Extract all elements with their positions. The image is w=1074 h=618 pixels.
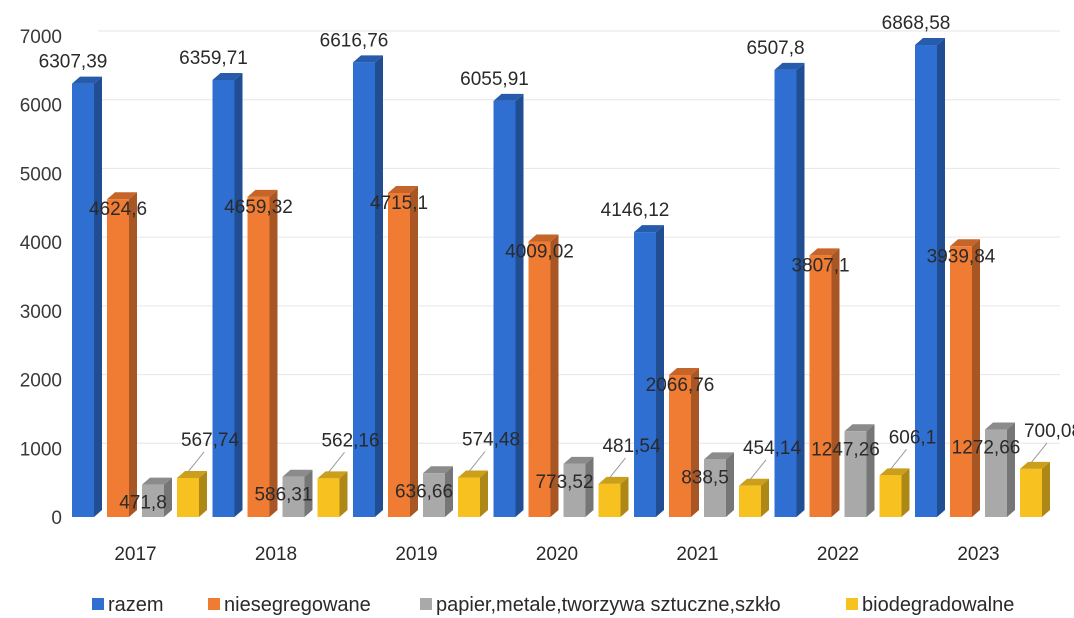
- legend-swatch: [92, 598, 104, 610]
- bar-niesegregowane-2018: [247, 189, 278, 518]
- x-tick-label: 2020: [536, 544, 578, 565]
- bar-biodegradowalne-2018: [317, 471, 348, 517]
- y-axis: 0 1000 2000 3000 4000 5000 6000 7000: [20, 27, 62, 529]
- data-label: 4624,6: [89, 199, 147, 220]
- data-label: 6307,39: [39, 52, 108, 73]
- bar-biodegradowalne-2020: [598, 476, 629, 517]
- label-leader-line: [749, 459, 767, 481]
- bar-niesegregowane-2021: [669, 367, 699, 517]
- bar-papier-2019: [423, 466, 453, 517]
- data-labels: 6307,39 4624,6 471,8 567,74 6359,71 4659,32 58…: [39, 13, 1074, 514]
- data-label: 606,1: [889, 427, 937, 448]
- bar-niesegregowane-2020: [528, 234, 559, 517]
- y-tick-label: 4000: [20, 233, 62, 254]
- x-tick-label: 2023: [957, 544, 999, 565]
- bar-razem-2020: [493, 93, 524, 517]
- data-label: 6359,71: [179, 48, 248, 69]
- data-label: 567,74: [181, 430, 240, 451]
- bar-razem-2019: [353, 55, 383, 517]
- data-label: 700,08: [1024, 421, 1074, 442]
- data-label: 586,31: [254, 485, 312, 506]
- bar-papier-2018: [282, 469, 313, 517]
- legend-label: razem: [108, 594, 164, 616]
- y-tick-label: 3000: [20, 302, 62, 323]
- data-label: 6616,76: [320, 30, 389, 51]
- y-tick-label: 7000: [20, 27, 62, 48]
- data-label: 2066,76: [646, 375, 715, 396]
- data-label: 3807,1: [791, 255, 849, 276]
- legend-label: biodegradowalne: [862, 594, 1014, 616]
- bar-razem-2018: [212, 72, 243, 517]
- label-leader-line: [468, 451, 486, 472]
- data-label: 838,5: [681, 467, 729, 488]
- data-label: 1247,26: [811, 439, 880, 460]
- bar-razem-2017: [72, 76, 102, 518]
- bar-niesegregowane-2022: [809, 248, 840, 518]
- x-tick-label: 2019: [395, 544, 437, 565]
- bar-papier-2017: [142, 477, 172, 517]
- bar-niesegregowane-2019: [388, 186, 418, 518]
- bar-papier-2022: [844, 424, 875, 517]
- bar-niesegregowane-2023: [950, 239, 980, 517]
- data-label: 471,8: [119, 493, 167, 514]
- legend-label: niesegregowane: [224, 594, 371, 616]
- bar-biodegradowalne-2021: [739, 478, 769, 517]
- bar-razem-2021: [634, 225, 664, 517]
- x-tick-label: 2017: [114, 544, 156, 565]
- data-label: 562,16: [321, 430, 379, 451]
- x-tick-label: 2022: [817, 544, 859, 565]
- legend-swatch: [208, 598, 220, 610]
- y-tick-label: 1000: [20, 439, 62, 460]
- legend: razem niesegregowane papier,metale,tworzyw…: [92, 594, 1014, 616]
- y-tick-label: 2000: [20, 371, 62, 392]
- data-label: 6055,91: [460, 69, 529, 90]
- legend-label: papier,metale,tworzywa sztuczne,szkło: [436, 594, 781, 616]
- data-label: 4009,02: [505, 242, 574, 263]
- bar-biodegradowalne-2022: [879, 468, 910, 517]
- data-label: 6507,8: [746, 38, 804, 59]
- data-label: 6868,58: [882, 13, 951, 34]
- bar-razem-2023: [915, 38, 945, 518]
- bar-razem-2022: [774, 62, 805, 518]
- y-tick-label: 6000: [20, 96, 62, 117]
- data-label: 3939,84: [927, 246, 996, 267]
- legend-swatch: [420, 598, 432, 610]
- label-leader-line: [1030, 442, 1048, 464]
- x-axis: 2017 2018 2019 2020 2021 2022 2023: [114, 544, 999, 565]
- label-leader-line: [609, 457, 626, 479]
- label-leader-line: [890, 449, 907, 470]
- data-label: 636,66: [395, 481, 453, 502]
- bar-papier-2023: [985, 422, 1015, 517]
- x-tick-label: 2021: [676, 544, 718, 565]
- data-label: 4659,32: [224, 197, 293, 218]
- data-label: 574,48: [462, 430, 520, 451]
- bars: [72, 38, 1050, 518]
- data-label: 481,54: [602, 436, 661, 457]
- data-label: 4715,1: [370, 193, 428, 214]
- data-label: 773,52: [535, 472, 593, 493]
- bar-biodegradowalne-2023: [1020, 461, 1050, 517]
- y-tick-label: 0: [51, 508, 62, 529]
- data-label: 454,14: [743, 438, 802, 459]
- y-tick-label: 5000: [20, 164, 62, 185]
- data-label: 1272,66: [952, 438, 1021, 459]
- bar-papier-2021: [704, 452, 734, 517]
- bar-niesegregowane-2017: [107, 192, 137, 517]
- bar-papier-2020: [563, 456, 594, 517]
- bar-biodegradowalne-2017: [177, 470, 207, 517]
- bar-biodegradowalne-2019: [458, 470, 488, 517]
- x-tick-label: 2018: [255, 544, 297, 565]
- legend-swatch: [846, 598, 858, 610]
- label-leader-line: [328, 452, 345, 473]
- data-label: 4146,12: [601, 200, 670, 221]
- label-leader-line: [187, 451, 205, 473]
